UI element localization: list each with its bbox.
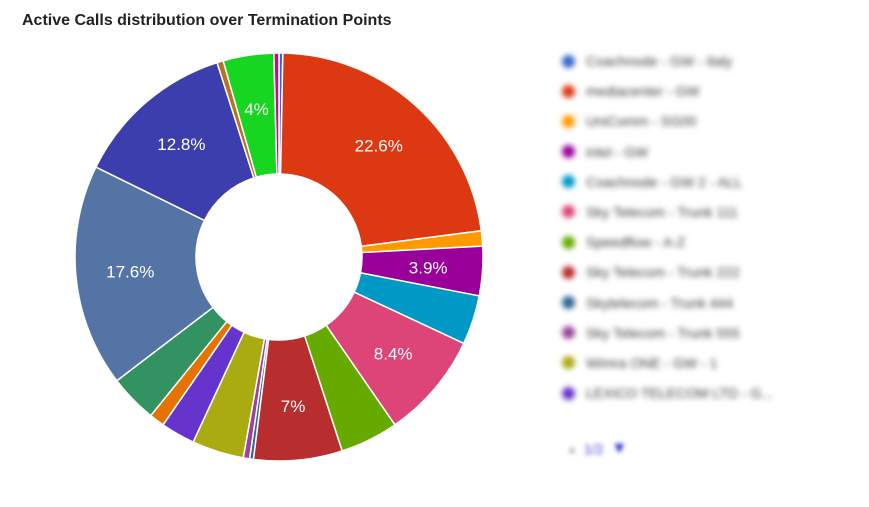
legend-swatch-icon: [562, 84, 575, 98]
legend-item-11[interactable]: Wimra ONE - GW - 1: [562, 352, 862, 374]
legend-item-1[interactable]: Coachnode - GW - Italy: [562, 50, 862, 72]
legend-label: mediacenter - GW: [586, 83, 700, 100]
slice-16[interactable]: [94, 61, 255, 222]
legend-swatch-icon: [562, 296, 575, 309]
legend-label: UniComm - SG00: [586, 113, 697, 130]
legend-pager: ▲ 1/2 ▼: [566, 440, 627, 458]
legend-label: Coachnode - GW 2 - ALL: [586, 173, 743, 190]
legend-swatch-icon: [562, 386, 575, 400]
legend-swatch-icon: [562, 175, 575, 189]
legend-label: LEXICO TELECOM LTD - G...: [586, 385, 773, 402]
legend-item-9[interactable]: Skytelecom - Trunk 444: [562, 292, 862, 314]
legend-item-10[interactable]: Sky Telecom - Trunk 555: [562, 322, 862, 344]
legend-item-4[interactable]: intel - GW: [562, 141, 862, 163]
legend-swatch-icon: [562, 145, 575, 159]
slice-label-15: 17.6%: [106, 263, 154, 282]
legend: Coachnode - GW - Italy mediacenter - GW Un…: [562, 50, 862, 412]
legend-swatch-icon: [562, 114, 575, 128]
slice-label-6: 8.4%: [374, 345, 413, 364]
legend-prev-page-icon[interactable]: ▲: [566, 442, 578, 456]
legend-label: Sky Telecom - Trunk 222: [586, 264, 740, 281]
legend-label: Wimra ONE - GW - 1: [586, 354, 718, 371]
legend-label: Coachnode - GW - Italy: [586, 53, 733, 69]
legend-label: Speedflow - A-Z: [586, 234, 686, 251]
legend-label: intel - GW: [586, 143, 649, 160]
slice-15[interactable]: [74, 166, 215, 382]
slice-label-2: 22.6%: [355, 137, 403, 156]
legend-next-page-icon[interactable]: ▼: [611, 440, 628, 457]
legend-swatch-icon: [562, 205, 575, 219]
legend-item-7[interactable]: Speedflow - A-Z: [562, 231, 862, 253]
legend-item-5[interactable]: Coachnode - GW 2 - ALL: [562, 171, 862, 193]
slice-label-4: 3.9%: [409, 258, 448, 277]
slice-label-8: 7%: [281, 397, 306, 416]
legend-swatch-icon: [562, 235, 575, 249]
legend-swatch-icon: [562, 265, 575, 279]
slice-label-18: 4%: [244, 100, 269, 119]
slice-2[interactable]: [279, 52, 483, 248]
donut-chart: 22.6% 3.9% 8.4% 7% 17.6% 12.8% 4%: [74, 52, 484, 462]
legend-label: Skytelecom - Trunk 444: [586, 294, 734, 311]
legend-item-8[interactable]: Sky Telecom - Trunk 222: [562, 261, 862, 283]
chart-title: Active Calls distribution over Terminati…: [22, 12, 392, 29]
slice-label-16: 12.8%: [157, 135, 205, 154]
legend-item-12[interactable]: LEXICO TELECOM LTD - G...: [562, 382, 862, 404]
legend-swatch-icon: [562, 326, 575, 340]
legend-item-6[interactable]: Sky Telecom - Trunk 111: [562, 201, 862, 223]
legend-swatch-icon: [562, 54, 575, 68]
legend-label: Sky Telecom - Trunk 555: [586, 324, 740, 341]
legend-swatch-icon: [562, 356, 575, 370]
legend-item-3[interactable]: UniComm - SG00: [562, 110, 862, 132]
legend-label: Sky Telecom - Trunk 111: [586, 203, 738, 220]
legend-page-indicator: 1/2: [583, 441, 604, 457]
legend-item-2[interactable]: mediacenter - GW: [562, 80, 862, 102]
slice-19[interactable]: [273, 52, 280, 175]
